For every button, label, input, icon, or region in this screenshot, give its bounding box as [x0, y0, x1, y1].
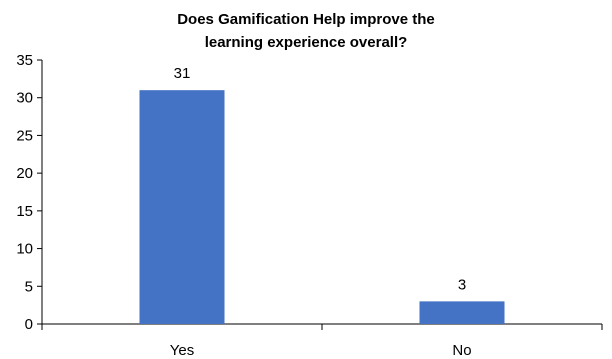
chart-title-line-1: Does Gamification Help improve the [177, 11, 435, 28]
plot-area: 0 5 10 15 20 25 30 35 31 Yes 3 No [16, 52, 603, 359]
bar-yes [139, 90, 225, 325]
y-tick-label: 0 [25, 316, 33, 333]
y-tick-label: 20 [16, 165, 33, 182]
y-tick-label: 25 [16, 127, 33, 144]
x-category-label: No [452, 342, 471, 359]
bar-no [419, 301, 505, 324]
x-category-label: Yes [170, 342, 194, 359]
y-tick-label: 35 [16, 52, 33, 69]
y-tick-label: 15 [16, 203, 33, 220]
chart-title-line-2: learning experience overall? [205, 34, 408, 51]
y-tick-label: 10 [16, 241, 33, 258]
data-label: 31 [174, 65, 191, 82]
y-tick-label: 5 [25, 278, 33, 295]
y-tick-label: 30 [16, 90, 33, 107]
data-label: 3 [458, 276, 466, 293]
